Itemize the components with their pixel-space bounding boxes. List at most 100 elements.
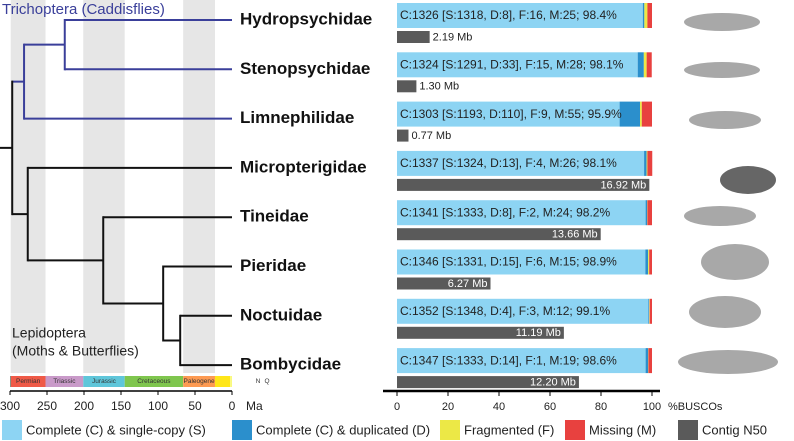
time-tick-label: 200 — [74, 399, 94, 413]
family-name: Bombycidae — [240, 355, 341, 374]
period-label: Permian — [16, 378, 41, 385]
legend-label: Missing (M) — [589, 422, 656, 437]
legend-swatch — [678, 420, 698, 440]
period-label: Triassic — [53, 378, 76, 385]
busco-segment — [397, 298, 649, 324]
period-band — [183, 0, 215, 373]
legend-swatch — [232, 420, 252, 440]
time-tick-label: 100 — [148, 399, 168, 413]
busco-segment — [645, 348, 649, 374]
period-segment — [10, 376, 46, 387]
legend-swatch — [2, 420, 22, 440]
legend-swatch — [565, 420, 585, 440]
legend-label: Contig N50 — [702, 422, 767, 437]
period-segment — [83, 376, 125, 387]
clade-label: Lepidoptera — [12, 325, 86, 341]
period-segment — [183, 376, 215, 387]
period-label: Q — [264, 378, 269, 385]
n50-bar — [397, 277, 491, 290]
n50-bar — [397, 31, 430, 43]
family-name: Noctuidae — [240, 305, 322, 324]
busco-label: C:1341 [S:1333, D:8], F:2, M:24; 98.2% — [400, 205, 610, 219]
time-tick-label: 50 — [188, 399, 202, 413]
period-segment — [10, 376, 11, 387]
busco-segment — [647, 150, 653, 176]
x-axis-label: %BUSCOs — [668, 401, 723, 413]
x-tick-label: 40 — [493, 401, 505, 413]
x-tick-label: 100 — [643, 401, 661, 413]
busco-segment — [648, 249, 650, 275]
busco-label: C:1337 [S:1324, D:13], F:4, M:26; 98.1% — [400, 156, 617, 170]
busco-segment — [619, 101, 641, 127]
n50-bar — [397, 178, 650, 191]
period-label: Cretaceous — [137, 378, 171, 385]
n50-label: 11.19 Mb — [516, 327, 561, 339]
legend-label: Complete (C) & single-copy (S) — [26, 422, 206, 437]
busco-segment — [649, 249, 652, 275]
busco-segment — [648, 348, 652, 374]
busco-segment — [637, 52, 644, 78]
busco-segment — [397, 3, 643, 28]
n50-bar — [397, 80, 417, 93]
busco-segment — [644, 3, 648, 28]
busco-label: C:1347 [S:1333, D:14], F:1, M:19; 98.6% — [400, 353, 617, 367]
busco-segment — [644, 150, 647, 176]
busco-segment — [397, 348, 646, 374]
busco-segment — [397, 101, 620, 127]
x-tick-label: 80 — [595, 401, 607, 413]
n50-label: 12.20 Mb — [530, 377, 576, 389]
n50-bar — [397, 129, 409, 142]
busco-label: C:1326 [S:1318, D:8], F:16, M:25; 98.4% — [400, 8, 617, 22]
family-name: Hydropsychidae — [240, 9, 372, 28]
busco-segment — [646, 150, 648, 176]
family-name: Limnephilidae — [240, 108, 354, 127]
period-segment — [214, 376, 231, 387]
time-axis-label: Ma — [246, 399, 263, 413]
period-segment — [230, 376, 232, 387]
busco-segment — [646, 52, 652, 78]
clade-label: Trichoptera (Caddisflies) — [2, 1, 165, 18]
n50-bar — [397, 228, 601, 241]
busco-label: C:1303 [S:1193, D:110], F:9, M:55; 95.9% — [400, 107, 622, 121]
busco-segment — [640, 101, 642, 127]
family-name: Micropterigidae — [240, 157, 367, 176]
n50-label: 13.66 Mb — [552, 229, 598, 241]
n50-bar — [397, 376, 579, 389]
busco-segment — [649, 298, 650, 324]
busco-segment — [649, 298, 652, 324]
time-tick-label: 0 — [229, 399, 236, 413]
busco-segment — [397, 150, 645, 176]
busco-segment — [647, 3, 652, 28]
busco-segment — [641, 101, 652, 127]
busco-segment — [643, 52, 647, 78]
busco-segment — [397, 52, 638, 78]
busco-segment — [397, 249, 646, 275]
busco-label: C:1352 [S:1348, D:4], F:3, M:12; 99.1% — [400, 304, 610, 318]
period-label: Jurassic — [92, 378, 117, 385]
n50-label: 1.30 Mb — [419, 81, 459, 93]
x-tick-label: 0 — [394, 401, 400, 413]
period-label: Paleogene — [184, 378, 215, 385]
n50-label: 16.92 Mb — [600, 179, 646, 191]
family-name: Pieridae — [240, 256, 306, 275]
busco-segment — [642, 3, 645, 28]
legend-label: Fragmented (F) — [464, 422, 554, 437]
time-tick-label: 300 — [0, 399, 20, 413]
legend-label: Complete (C) & duplicated (D) — [256, 422, 430, 437]
period-segment — [124, 376, 184, 387]
busco-segment — [397, 200, 646, 226]
silhouettes — [678, 13, 778, 374]
busco-segment — [648, 298, 650, 324]
n50-bar — [397, 326, 564, 339]
time-tick-label: 150 — [111, 399, 131, 413]
family-name: Tineidae — [240, 207, 309, 226]
busco-label: C:1324 [S:1291, D:33], F:15, M:28; 98.1% — [400, 57, 624, 71]
n50-label: 0.77 Mb — [411, 130, 451, 142]
busco-segment — [647, 200, 652, 226]
x-tick-label: 60 — [544, 401, 556, 413]
time-tick-label: 250 — [37, 399, 57, 413]
clade-label: (Moths & Butterflies) — [12, 343, 139, 359]
busco-label: C:1346 [S:1331, D:15], F:6, M:15; 98.9% — [400, 255, 617, 269]
